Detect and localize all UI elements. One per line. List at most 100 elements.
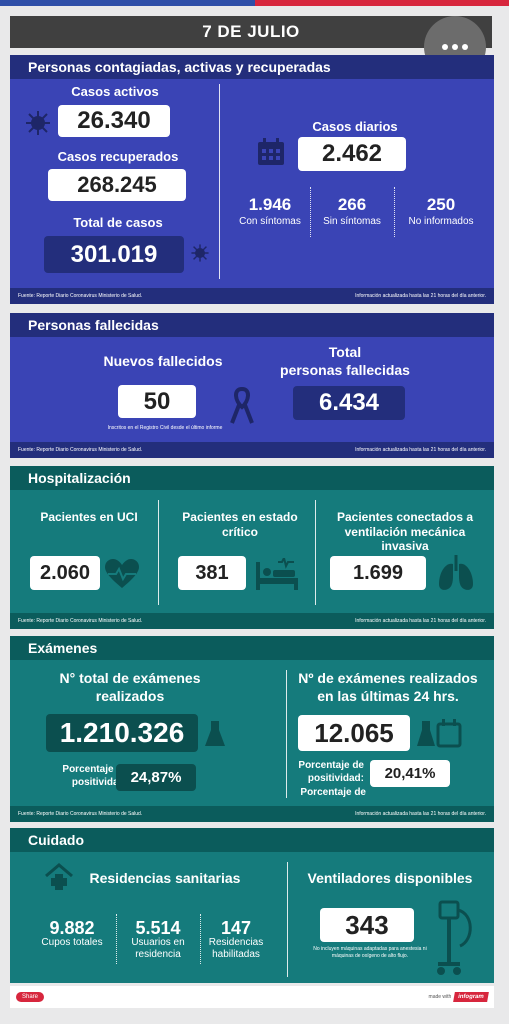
residencias-label: Residencias sanitarias xyxy=(89,870,241,886)
nuevos-fallecidos-label: Nuevos fallecidos xyxy=(103,353,223,369)
recuperados-value: 268.245 xyxy=(48,169,186,201)
examenes-24h-value: 12.065 xyxy=(298,715,410,751)
total-examenes-label: N° total de exámenes xyxy=(59,670,201,686)
source-text: Fuente: Reporte Diario Coronavirus Minis… xyxy=(18,811,143,817)
house-medical-icon xyxy=(45,863,73,890)
divider xyxy=(287,862,288,977)
virus-icon xyxy=(26,111,50,135)
update-text: Información actualizada hasta las 21 hor… xyxy=(355,618,486,624)
ventiladores-note: máquinas de oxígeno de alto flujo. xyxy=(331,953,409,959)
sin-sintomas-value: 266 xyxy=(337,195,367,214)
section-body: Pacientes en UCI 2.060 Pacientes en esta… xyxy=(10,490,494,613)
dot-icon xyxy=(442,44,448,50)
divider xyxy=(116,914,117,964)
hospital-bed-icon xyxy=(256,558,298,590)
critico-label: crítico xyxy=(221,525,258,539)
ventilator-icon xyxy=(437,900,472,975)
diarios-value: 2.462 xyxy=(298,137,406,171)
no-informados-label: No informados xyxy=(408,216,474,227)
recuperados-label: Casos recuperados xyxy=(57,149,179,164)
infogram-logo: infogram xyxy=(453,992,489,1002)
dot-icon xyxy=(452,44,458,50)
nuevos-fallecidos-note: Inscritos en el Registro Civil desde el … xyxy=(107,425,223,431)
positividad-label: Porcentaje de xyxy=(300,787,366,798)
dot-icon xyxy=(462,44,468,50)
divider xyxy=(394,187,395,237)
made-with-text: made with xyxy=(428,994,452,1000)
section-title: Personas contagiadas, activas y recupera… xyxy=(10,55,494,79)
section-body: Residencias sanitarias 9.882 Cupos total… xyxy=(10,852,494,983)
critico-label: Pacientes en estado xyxy=(182,510,298,524)
update-text: Información actualizada hasta las 21 hor… xyxy=(355,293,486,299)
date-text: 7 DE JULIO xyxy=(202,22,300,41)
update-text: Información actualizada hasta las 21 hor… xyxy=(355,811,486,817)
section-title: Hospitalización xyxy=(10,466,494,490)
ventiladores-label: Ventiladores disponibles xyxy=(307,870,473,886)
share-label: Share xyxy=(22,994,39,1000)
positividad-24h-value: 20,41% xyxy=(370,760,450,787)
ventilacion-label: Pacientes conectados a xyxy=(336,510,474,524)
ventilacion-label: ventilación mecánica invasiva xyxy=(344,525,466,553)
source-text: Fuente: Reporte Diario Coronavirus Minis… xyxy=(18,447,143,453)
con-sintomas-label: Con síntomas xyxy=(239,216,301,227)
divider xyxy=(158,500,159,605)
positividad-label: Porcentaje de xyxy=(62,764,128,775)
usuarios-label: Usuarios en xyxy=(131,937,185,948)
ventiladores-value: 343 xyxy=(320,908,414,942)
positividad-label: positividad: xyxy=(71,777,128,788)
diarios-label: Casos diarios xyxy=(312,119,398,134)
uci-label: Pacientes en UCI xyxy=(40,510,138,524)
total-examenes-value: 1.210.326 xyxy=(46,714,198,752)
positividad-label: positividad: xyxy=(307,773,364,784)
habilitadas-value: 147 xyxy=(220,918,252,938)
flask-calendar-icon xyxy=(417,719,462,748)
sin-sintomas-label: Sin síntomas xyxy=(323,216,381,227)
section-title: Exámenes xyxy=(10,636,494,660)
share-button[interactable]: Share xyxy=(16,992,45,1002)
ribbon-icon xyxy=(230,386,254,424)
activos-label: Casos activos xyxy=(71,84,159,99)
usuarios-label: residencia xyxy=(135,949,181,960)
positividad-total-value: 24,87% xyxy=(116,764,196,791)
divider xyxy=(200,914,201,964)
habilitadas-label: Residencias xyxy=(208,937,264,948)
infogram-credit[interactable]: made with infogram xyxy=(428,992,489,1002)
section-fallecidos: Personas fallecidas Nuevos fallecidos 50… xyxy=(10,313,494,458)
no-informados-value: 250 xyxy=(426,195,456,214)
section-body: Casos activos 26.340 Casos recuperados 2… xyxy=(10,79,494,288)
uci-value: 2.060 xyxy=(30,556,100,590)
critico-value: 381 xyxy=(178,556,246,590)
total-casos-label: Total de casos xyxy=(73,215,163,230)
section-hospitalizacion: Hospitalización Pacientes en UCI 2.060 P… xyxy=(10,466,494,629)
lungs-icon xyxy=(439,555,473,590)
section-footer: Fuente: Reporte Diario Coronavirus Minis… xyxy=(10,613,494,629)
section-title: Cuidado xyxy=(10,828,494,852)
total-fallecidos-value: 6.434 xyxy=(293,386,405,420)
con-sintomas-value: 1.946 xyxy=(248,195,292,214)
cupos-label: Cupos totales xyxy=(41,937,103,948)
total-casos-value: 301.019 xyxy=(44,236,184,273)
virus-icon xyxy=(191,244,209,262)
section-examenes: Exámenes N° total de exámenes realizados… xyxy=(10,636,494,822)
update-text: Información actualizada hasta las 21 hor… xyxy=(355,447,486,453)
nuevos-fallecidos-value: 50 xyxy=(118,385,196,418)
section-title: Personas fallecidas xyxy=(10,313,494,337)
divider xyxy=(219,84,220,279)
ventilacion-value: 1.699 xyxy=(330,556,426,590)
flag-stripe xyxy=(0,0,509,6)
section-footer: Fuente: Reporte Diario Coronavirus Minis… xyxy=(10,806,494,822)
source-text: Fuente: Reporte Diario Coronavirus Minis… xyxy=(18,618,143,624)
activos-value: 26.340 xyxy=(58,105,170,137)
total-examenes-label: realizados xyxy=(95,688,165,704)
heart-icon xyxy=(105,559,139,588)
flask-icon xyxy=(205,721,225,746)
section-cuidado: Cuidado Residencias sanitarias 9.882 Cup… xyxy=(10,828,494,983)
section-body: Nuevos fallecidos 50 Inscritos en el Reg… xyxy=(10,337,494,442)
cupos-value: 9.882 xyxy=(49,918,95,938)
source-text: Fuente: Reporte Diario Coronavirus Minis… xyxy=(18,293,143,299)
examenes-24h-label: en las últimas 24 hrs. xyxy=(317,688,459,704)
total-fallecidos-label: personas fallecidas xyxy=(280,362,410,378)
divider xyxy=(310,187,311,237)
section-footer: Fuente: Reporte Diario Coronavirus Minis… xyxy=(10,442,494,458)
